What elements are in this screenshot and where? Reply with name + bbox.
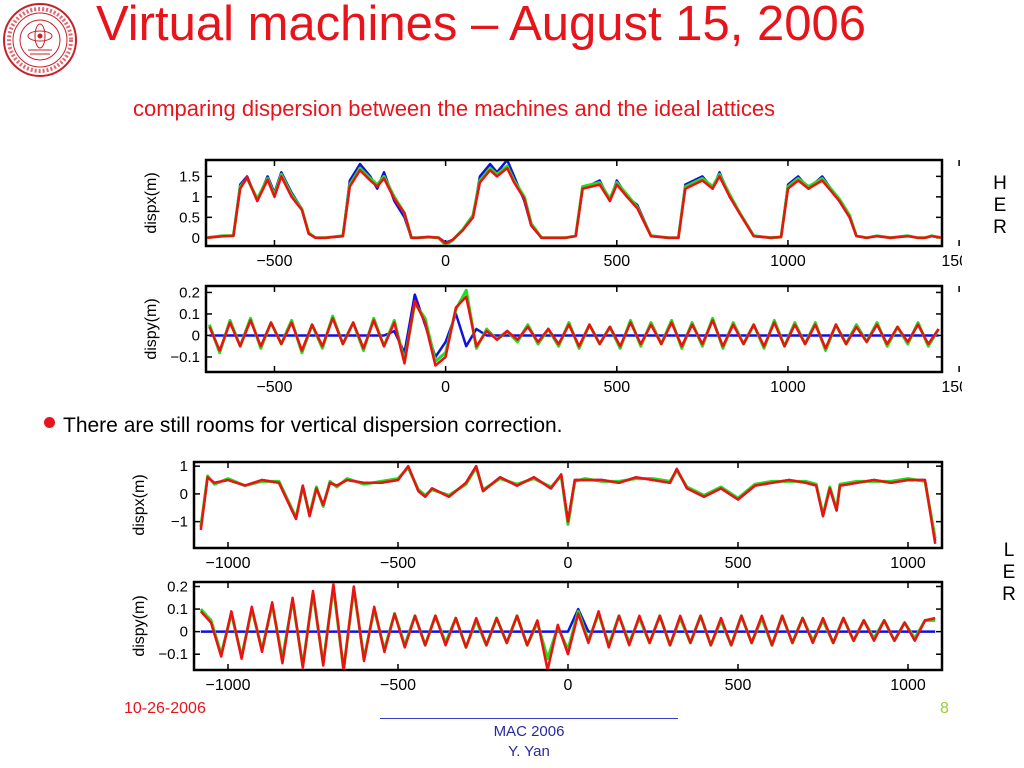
x-tick-label: −500 bbox=[380, 677, 416, 694]
series-line-0 bbox=[207, 161, 941, 244]
y-axis-label: dispy(m) bbox=[131, 595, 148, 656]
slac-logo bbox=[3, 3, 77, 77]
x-tick-label: −500 bbox=[380, 555, 416, 572]
series-line-2 bbox=[207, 166, 941, 245]
bullet-point: There are still rooms for vertical dispe… bbox=[44, 414, 563, 438]
x-tick-label: 0 bbox=[441, 379, 450, 396]
ler-letter-l: L bbox=[1003, 540, 1015, 561]
footer-conference: MAC 2006 bbox=[493, 723, 565, 740]
x-tick-label: −1000 bbox=[206, 555, 251, 572]
series-line-0 bbox=[200, 607, 936, 633]
bullet-text: There are still rooms for vertical dispe… bbox=[63, 414, 563, 437]
page-number: 8 bbox=[940, 700, 949, 717]
ler-dispx-plot: −1000 −500 0 500 1000 −1 0 1 dispx(m) bbox=[131, 458, 944, 572]
y-tick-label: 0 bbox=[180, 624, 188, 641]
ler-label: L E R bbox=[997, 540, 1021, 606]
series-line-2 bbox=[199, 583, 936, 669]
y-axis-label: dispx(m) bbox=[131, 474, 148, 535]
y-tick-label: 0.1 bbox=[179, 306, 200, 323]
series-line-0 bbox=[209, 293, 939, 359]
x-tick-label: 500 bbox=[603, 379, 630, 396]
x-tick-label: 1000 bbox=[890, 555, 926, 572]
bullet-dot-icon bbox=[44, 417, 55, 428]
x-tick-label: 0 bbox=[441, 253, 450, 270]
y-tick-label: 0.2 bbox=[179, 284, 200, 301]
footer-divider bbox=[380, 718, 678, 719]
x-tick-label: −500 bbox=[256, 253, 292, 270]
x-tick-label: 1000 bbox=[890, 677, 926, 694]
her-letter-e: E bbox=[993, 195, 1007, 216]
x-tick-label: 1000 bbox=[770, 379, 806, 396]
ler-dispy-plot: −1000 −500 0 500 1000 −0.1 0 0.1 0.2 dispy(m) bbox=[131, 579, 944, 694]
y-tick-label: −0.1 bbox=[158, 646, 188, 663]
series-line-1 bbox=[207, 288, 940, 363]
plot-frame bbox=[204, 158, 944, 248]
series-line-2 bbox=[199, 464, 937, 544]
y-axis-label: dispy(m) bbox=[143, 298, 160, 359]
y-tick-label: 0.2 bbox=[167, 579, 188, 596]
ler-letter-e: E bbox=[1002, 562, 1016, 583]
y-tick-label: 0 bbox=[192, 230, 200, 247]
y-tick-label: 0 bbox=[192, 327, 200, 344]
y-tick-label: 1 bbox=[192, 189, 200, 206]
series-line-2 bbox=[208, 295, 940, 367]
footer-center: MAC 2006 Y. Yan bbox=[380, 722, 678, 762]
series-line-1 bbox=[207, 164, 941, 245]
y-tick-label: −0.1 bbox=[170, 349, 200, 366]
y-tick-label: −1 bbox=[171, 514, 188, 531]
slide-title: Virtual machines – August 15, 2006 bbox=[96, 0, 867, 51]
plot-frame bbox=[204, 284, 944, 374]
y-tick-label: 1.5 bbox=[179, 168, 200, 185]
footer-date: 10-26-2006 bbox=[124, 700, 206, 717]
x-tick-label: 0 bbox=[564, 677, 573, 694]
y-tick-label: 1 bbox=[180, 458, 188, 475]
y-tick-label: 0.1 bbox=[167, 601, 188, 618]
x-tick-label: 0 bbox=[564, 555, 573, 572]
x-tick-label: −500 bbox=[256, 379, 292, 396]
slide-subtitle: comparing dispersion between the machine… bbox=[133, 96, 776, 121]
y-tick-label: 0.5 bbox=[179, 209, 200, 226]
her-letter-h: H bbox=[993, 173, 1007, 194]
x-tick-label: 500 bbox=[725, 677, 752, 694]
plot-frame bbox=[192, 580, 944, 672]
x-tick-label: 500 bbox=[603, 253, 630, 270]
y-tick-label: 0 bbox=[180, 486, 188, 503]
x-tick-label: −1000 bbox=[206, 677, 251, 694]
y-axis-label: dispx(m) bbox=[143, 172, 160, 233]
ler-letter-r: R bbox=[1002, 584, 1016, 605]
footer-author: Y. Yan bbox=[508, 743, 550, 760]
her-label: H E R bbox=[988, 173, 1012, 239]
x-tick-label: 500 bbox=[725, 555, 752, 572]
x-tick-label: 1000 bbox=[770, 253, 806, 270]
her-letter-r: R bbox=[993, 217, 1007, 238]
